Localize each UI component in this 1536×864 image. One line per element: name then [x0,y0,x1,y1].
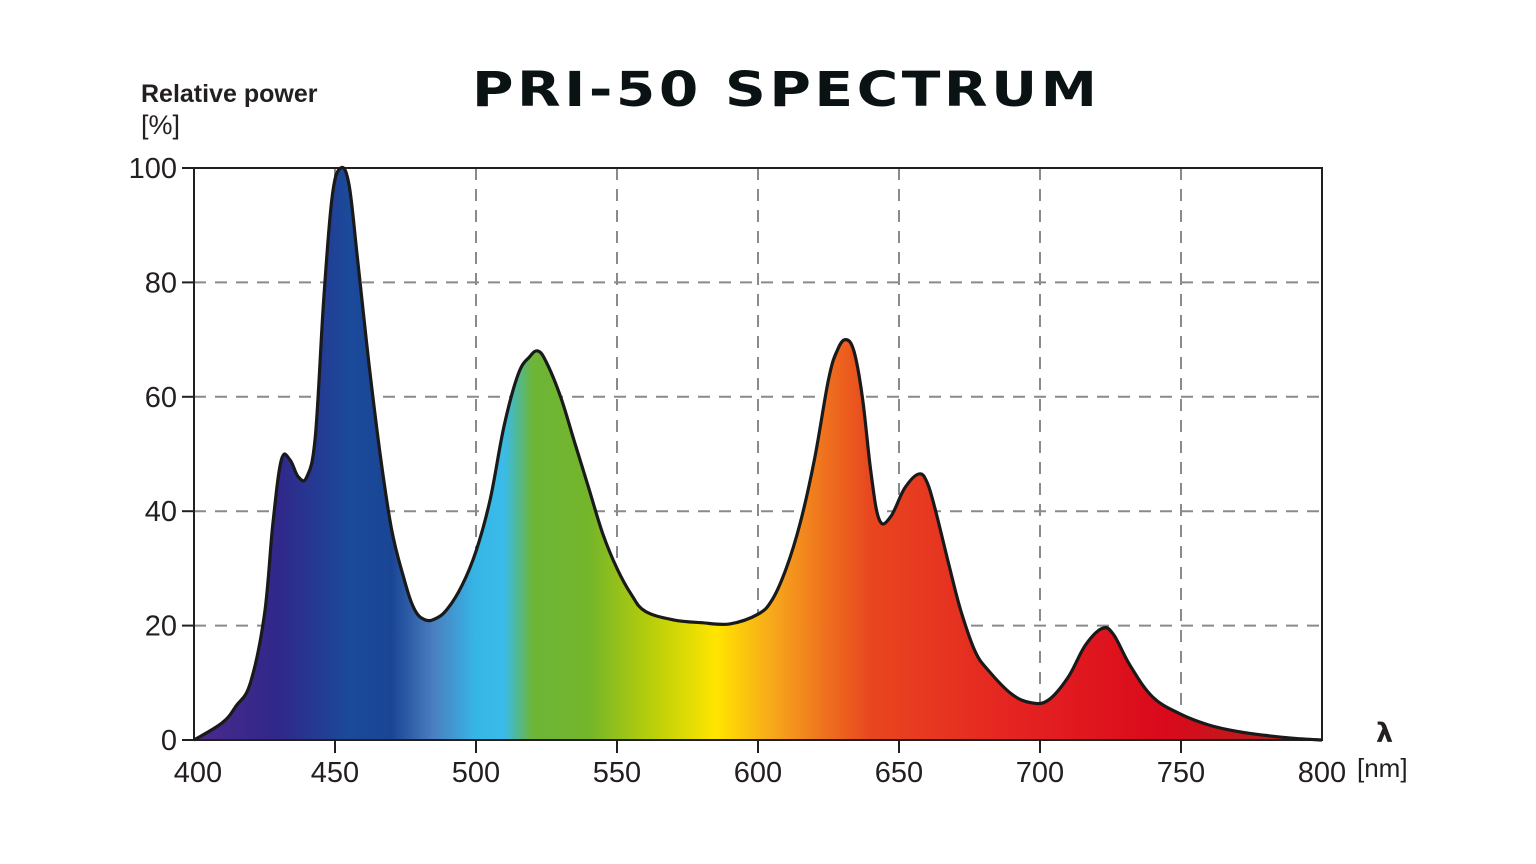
x-axis-symbol: λ [1376,718,1394,749]
y-tick-label: 0 [161,725,177,757]
x-tick-label: 600 [734,757,782,789]
y-tick-label: 20 [145,611,177,643]
y-tick-label: 60 [145,382,177,414]
y-tick-label: 40 [145,496,177,528]
x-tick-label: 800 [1298,757,1346,789]
x-tick-label: 400 [174,757,222,789]
x-tick-label: 650 [875,757,923,789]
x-tick-label: 450 [311,757,359,789]
tick-labels: 0 20 40 60 80 100 400 450 500 550 600 650 700 750 800 [129,153,1347,789]
spectrum-curve [193,165,1323,742]
x-tick-label: 550 [593,757,641,789]
spectrum-area [194,167,1322,740]
chart-title: PRI-50 SPECTRUM [472,62,1101,118]
x-tick-label: 750 [1157,757,1205,789]
y-tick-label: 100 [129,153,177,185]
x-tick-label: 500 [452,757,500,789]
y-axis-label: Relative power [141,80,318,108]
y-axis-unit: [%] [141,110,181,140]
axes [182,167,1323,753]
x-axis-unit: [nm] [1357,753,1408,783]
x-tick-label: 700 [1016,757,1064,789]
y-tick-label: 80 [145,267,177,299]
